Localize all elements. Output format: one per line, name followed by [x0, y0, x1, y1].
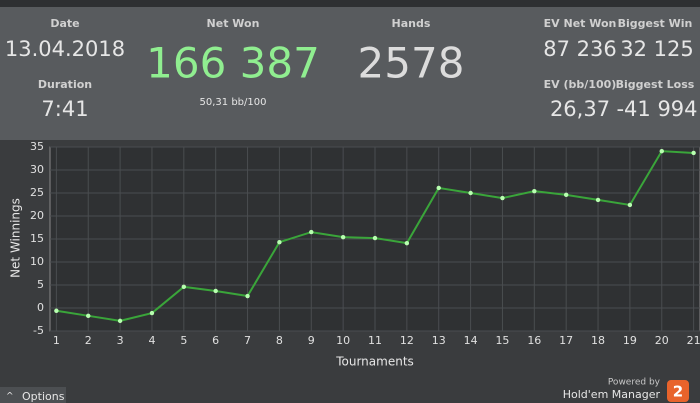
stat-label: Biggest Win: [618, 17, 693, 30]
top-strip: [0, 0, 700, 7]
stat-label: EV Net Won: [544, 17, 617, 30]
stat-value: 7:41: [41, 97, 88, 121]
point: [245, 293, 250, 299]
x-tick-label: 11: [368, 334, 382, 347]
stat-label: Duration: [38, 78, 92, 91]
y-tick-label: 20: [30, 209, 44, 222]
stat-label: Net Won: [207, 17, 260, 30]
y-tick-label: -5: [33, 324, 44, 337]
x-tick-label: 9: [308, 334, 315, 347]
point: [563, 192, 569, 198]
stat-value: 87 236: [543, 37, 616, 61]
options-label: Options: [22, 390, 65, 403]
x-tick-label: 12: [400, 334, 414, 347]
stat-value: 166 387: [146, 39, 320, 88]
y-tick-label: 30: [30, 163, 44, 176]
options-caret: ^: [6, 392, 14, 402]
point: [595, 197, 601, 203]
stat-value: 13.04.2018: [5, 37, 125, 61]
point: [627, 202, 633, 208]
point: [659, 148, 664, 154]
x-tick-label: 3: [117, 334, 124, 347]
y-tick-label: 15: [30, 232, 44, 245]
x-tick-label: 18: [591, 334, 605, 347]
y-tick-label: 25: [30, 186, 44, 199]
options-bg: [0, 387, 66, 403]
x-tick-label: 6: [212, 334, 219, 347]
stat-label: EV (bb/100): [544, 78, 617, 91]
x-axis-label: Tournaments: [335, 355, 414, 369]
powered-by: Powered by: [608, 378, 661, 388]
stat-label: Hands: [392, 17, 431, 30]
stat-label: Biggest Loss: [616, 78, 695, 91]
logo-text: 2: [673, 383, 683, 401]
x-tick-label: 7: [244, 334, 251, 347]
x-tick-label: 17: [559, 334, 573, 347]
x-tick-label: 4: [148, 334, 155, 347]
x-tick-label: 13: [432, 334, 446, 347]
x-tick-label: 21: [687, 334, 700, 347]
x-tick-label: 5: [180, 334, 187, 347]
point: [309, 229, 314, 235]
point: [117, 318, 123, 324]
stat-label: Date: [50, 17, 79, 30]
x-tick-label: 19: [623, 334, 637, 347]
point: [468, 190, 473, 196]
options-tab[interactable]: ^ Options: [0, 387, 66, 403]
point: [532, 188, 537, 194]
y-tick-label: 10: [30, 255, 44, 268]
point: [213, 288, 218, 294]
x-tick-label: 14: [464, 334, 478, 347]
x-tick-label: 8: [276, 334, 283, 347]
point: [277, 240, 282, 245]
brand: Hold'em Manager: [563, 388, 661, 401]
point: [149, 310, 155, 316]
x-tick-label: 15: [495, 334, 509, 347]
point: [181, 284, 187, 290]
y-tick-label: 0: [37, 301, 44, 314]
point: [404, 240, 410, 246]
x-tick-label: 20: [655, 334, 669, 347]
y-tick-label: 35: [30, 140, 44, 153]
point: [86, 313, 91, 319]
stat-value: 26,37: [550, 97, 610, 121]
point: [54, 308, 59, 313]
point: [372, 235, 378, 241]
x-tick-label: 2: [85, 334, 92, 347]
x-tick-label: 16: [527, 334, 541, 347]
stat-value: 32 125: [620, 37, 693, 61]
point: [500, 195, 505, 201]
point: [436, 185, 441, 191]
y-axis-label: Net Winnings: [9, 198, 23, 278]
y-tick-label: 5: [37, 278, 44, 291]
point: [340, 234, 346, 240]
point: [691, 150, 696, 156]
x-tick-label: 1: [53, 334, 60, 347]
stat-value: 2578: [358, 39, 465, 88]
x-tick-label: 10: [336, 334, 350, 347]
stats-panel: [0, 0, 700, 140]
stat-value: -41 994: [616, 97, 697, 121]
stat-sub: 50,31 bb/100: [200, 97, 267, 108]
logo: [667, 380, 689, 402]
